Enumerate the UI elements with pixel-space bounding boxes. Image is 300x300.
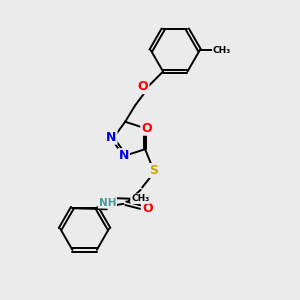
- Text: N: N: [106, 131, 116, 144]
- Text: CH₃: CH₃: [131, 194, 149, 203]
- Text: NH: NH: [99, 198, 116, 208]
- Text: O: O: [141, 122, 152, 135]
- Text: O: O: [138, 80, 148, 93]
- Text: S: S: [149, 164, 158, 177]
- Text: N: N: [118, 149, 129, 162]
- Text: CH₃: CH₃: [213, 46, 231, 55]
- Text: O: O: [142, 202, 152, 215]
